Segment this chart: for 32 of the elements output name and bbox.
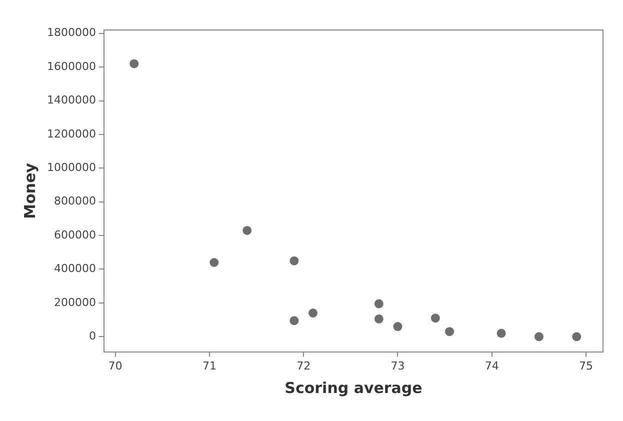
y-tick-label: 800000 — [54, 194, 96, 208]
x-tick-label: 71 — [202, 359, 216, 372]
point — [210, 258, 219, 268]
point — [374, 299, 384, 308]
y-tick-label: 400000 — [54, 262, 96, 276]
y-tick-label: 1600000 — [46, 60, 96, 73]
y-tick-label: 200000 — [54, 296, 96, 309]
point — [308, 308, 318, 318]
y-tick-label: 1000000 — [46, 161, 96, 174]
point — [445, 327, 454, 336]
point — [393, 322, 402, 332]
point — [290, 256, 299, 266]
point — [496, 328, 506, 338]
x-tick-label: 73 — [390, 359, 405, 372]
x-tick-label: 74 — [484, 359, 499, 372]
point — [534, 332, 544, 342]
point — [290, 316, 299, 326]
point — [572, 332, 582, 342]
y-tick-label: 1400000 — [46, 94, 96, 107]
y-axis-title: Money — [20, 162, 39, 219]
point — [430, 314, 440, 323]
y-tick-label: 1200000 — [46, 127, 96, 140]
point — [242, 226, 252, 235]
y-tick-label: 0 — [88, 329, 96, 342]
x-axis-title: Scoring average — [284, 378, 422, 397]
point — [130, 59, 139, 68]
x-tick-label: 75 — [579, 359, 594, 372]
x-tick-label: 72 — [296, 359, 311, 372]
y-tick-label: 600000 — [54, 228, 96, 242]
point — [374, 314, 384, 324]
y-tick-label: 1800000 — [46, 26, 96, 40]
x-tick-label: 70 — [108, 359, 122, 372]
